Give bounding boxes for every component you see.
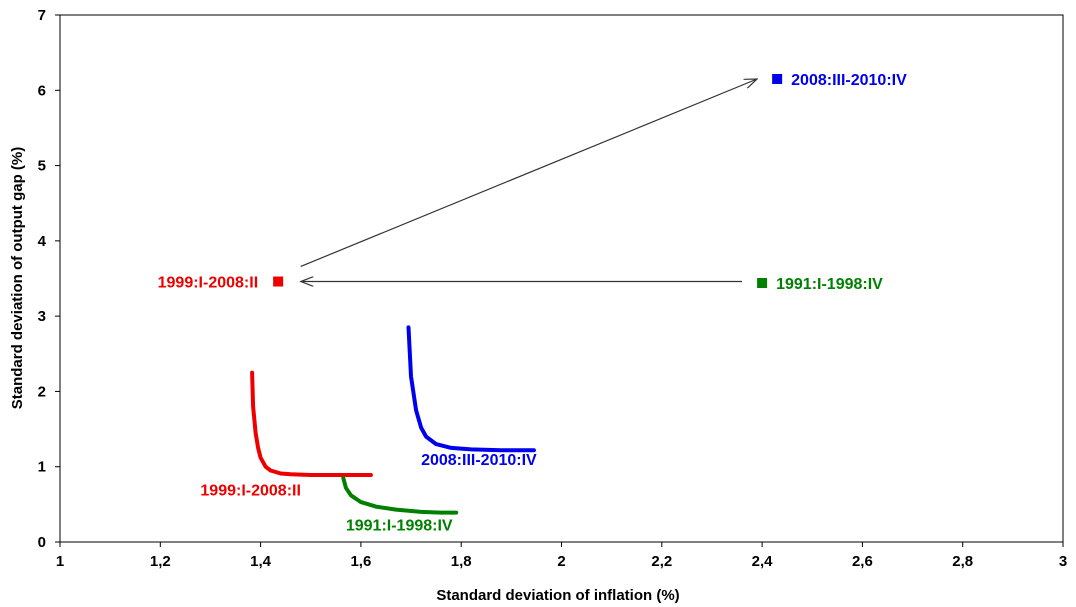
points-layer <box>273 73 783 289</box>
x-tick-label: 1 <box>56 553 64 570</box>
y-tick-label: 7 <box>38 7 46 24</box>
curve-2008-iii-2010-iv <box>406 325 536 453</box>
point-1991-i-1998-iv <box>757 278 768 289</box>
x-tick-label: 2,4 <box>752 553 774 570</box>
curves-layer <box>250 325 536 515</box>
x-tick-label: 1,4 <box>250 553 272 570</box>
curve-label-2008-iii-2010-iv: 2008:III-2010:IV <box>421 452 537 469</box>
curve-1991-i-1998-iv <box>341 476 459 515</box>
x-tick-label: 1,8 <box>451 553 472 570</box>
x-tick-label: 2,2 <box>651 553 672 570</box>
x-axis: 1 1,2 1,4 1,6 1,8 2 2,2 2,4 2,6 2,8 3 <box>56 542 1067 570</box>
x-axis-title: Standard deviation of inflation (%) <box>436 587 679 604</box>
x-tick-label: 1,6 <box>350 553 371 570</box>
curve-1999-i-2008-ii <box>250 370 373 477</box>
point-label-2008-iii-2010-iv: 2008:III-2010:IV <box>791 72 907 89</box>
curve-label-1991-i-1998-iv: 1991:I-1998:IV <box>346 518 453 535</box>
curve-label-1999-i-2008-ii: 1999:I-2008:II <box>200 482 301 499</box>
x-tick-label: 3 <box>1059 553 1067 570</box>
y-tick-label: 5 <box>38 158 46 175</box>
labels-layer: 2008:III-2010:IV 1991:I-1998:IV 1999:I-200… <box>158 72 907 535</box>
y-tick-label: 3 <box>38 308 46 325</box>
point-label-1991-i-1998-iv: 1991:I-1998:IV <box>776 276 883 293</box>
arrows-layer <box>301 79 757 282</box>
y-tick-label: 1 <box>38 459 46 476</box>
y-tick-label: 6 <box>38 82 46 99</box>
y-tick-label: 4 <box>38 233 47 250</box>
x-tick-label: 2,8 <box>952 553 973 570</box>
x-tick-label: 2,6 <box>852 553 873 570</box>
x-tick-label: 1,2 <box>150 553 171 570</box>
point-label-1999-i-2008-ii: 1999:I-2008:II <box>158 275 259 292</box>
y-axis: 0 1 2 3 4 5 6 7 <box>38 7 60 551</box>
point-2008-iii-2010-iv <box>772 73 783 84</box>
plot-area <box>59 14 1064 543</box>
point-1999-i-2008-ii <box>273 276 284 287</box>
arrow-2 <box>300 79 757 268</box>
y-tick-label: 2 <box>38 383 46 400</box>
x-tick-label: 2 <box>557 553 565 570</box>
y-axis-title: Standard deviation of output gap (%) <box>9 147 26 410</box>
y-tick-label: 0 <box>38 534 46 551</box>
